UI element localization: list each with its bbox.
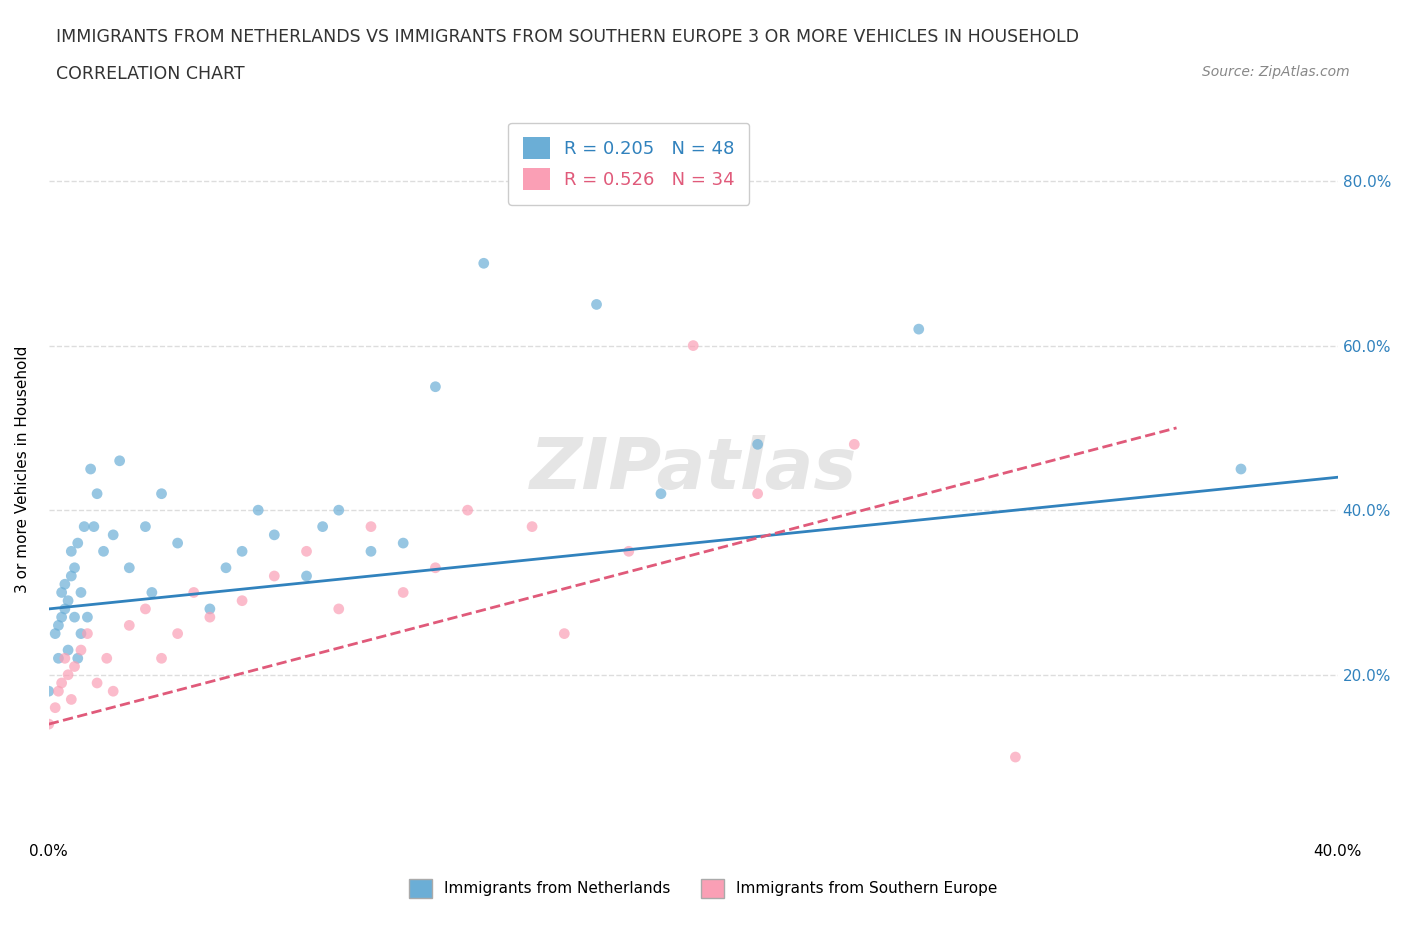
Text: Source: ZipAtlas.com: Source: ZipAtlas.com	[1202, 65, 1350, 79]
Point	[60, 568, 83, 583]
Point	[66, 651, 89, 666]
Point	[183, 585, 205, 600]
Point	[53, 602, 76, 617]
Point	[56, 593, 79, 608]
Point	[63, 610, 86, 625]
Point	[44, 626, 66, 641]
Point	[198, 602, 221, 617]
Point	[231, 593, 253, 608]
Point	[56, 668, 79, 683]
Point	[96, 651, 118, 666]
Point	[38, 717, 60, 732]
Point	[70, 643, 93, 658]
Point	[70, 585, 93, 600]
Point	[51, 675, 73, 690]
Point	[48, 684, 70, 698]
Point	[118, 561, 141, 576]
Point	[650, 486, 672, 501]
Point	[56, 643, 79, 658]
Point	[53, 651, 76, 666]
Point	[747, 437, 769, 452]
Point	[53, 577, 76, 591]
Point	[425, 379, 447, 394]
Point	[682, 339, 704, 353]
Point	[1230, 461, 1253, 476]
Point	[520, 519, 543, 534]
Point	[328, 602, 350, 617]
Text: ZIPatlas: ZIPatlas	[530, 434, 856, 503]
Point	[73, 519, 96, 534]
Point	[86, 675, 108, 690]
Point	[60, 544, 83, 559]
Point	[70, 626, 93, 641]
Point	[63, 659, 86, 674]
Point	[38, 684, 60, 698]
Point	[392, 536, 415, 551]
Point	[747, 486, 769, 501]
Point	[907, 322, 929, 337]
Point	[141, 585, 163, 600]
Point	[93, 544, 115, 559]
Point	[166, 626, 188, 641]
Point	[295, 568, 318, 583]
Point	[79, 461, 101, 476]
Point	[360, 544, 382, 559]
Point	[360, 519, 382, 534]
Point	[108, 453, 131, 468]
Point	[585, 297, 607, 312]
Text: CORRELATION CHART: CORRELATION CHART	[56, 65, 245, 83]
Point	[844, 437, 866, 452]
Point	[263, 568, 285, 583]
Point	[472, 256, 495, 271]
Point	[392, 585, 415, 600]
Point	[48, 618, 70, 632]
Point	[103, 527, 125, 542]
Point	[48, 651, 70, 666]
Point	[166, 536, 188, 551]
Point	[247, 503, 270, 518]
Point	[215, 561, 238, 576]
Point	[44, 700, 66, 715]
Point	[150, 651, 173, 666]
Point	[103, 684, 125, 698]
Point	[311, 519, 333, 534]
Point	[328, 503, 350, 518]
Point	[60, 692, 83, 707]
Point	[198, 610, 221, 625]
Legend: Immigrants from Netherlands, Immigrants from Southern Europe: Immigrants from Netherlands, Immigrants …	[402, 873, 1004, 904]
Point	[263, 527, 285, 542]
Point	[76, 626, 98, 641]
Point	[617, 544, 640, 559]
Point	[553, 626, 575, 641]
Point	[150, 486, 173, 501]
Point	[425, 561, 447, 576]
Point	[66, 536, 89, 551]
Point	[457, 503, 479, 518]
Point	[118, 618, 141, 632]
Point	[134, 519, 156, 534]
Point	[51, 610, 73, 625]
Point	[1004, 750, 1026, 764]
Text: IMMIGRANTS FROM NETHERLANDS VS IMMIGRANTS FROM SOUTHERN EUROPE 3 OR MORE VEHICLE: IMMIGRANTS FROM NETHERLANDS VS IMMIGRANT…	[56, 28, 1080, 46]
Y-axis label: 3 or more Vehicles in Household: 3 or more Vehicles in Household	[15, 345, 30, 592]
Point	[83, 519, 105, 534]
Point	[295, 544, 318, 559]
Legend: R = 0.205   N = 48, R = 0.526   N = 34: R = 0.205 N = 48, R = 0.526 N = 34	[508, 123, 749, 205]
Point	[134, 602, 156, 617]
Point	[86, 486, 108, 501]
Point	[231, 544, 253, 559]
Point	[63, 561, 86, 576]
Point	[76, 610, 98, 625]
Point	[51, 585, 73, 600]
